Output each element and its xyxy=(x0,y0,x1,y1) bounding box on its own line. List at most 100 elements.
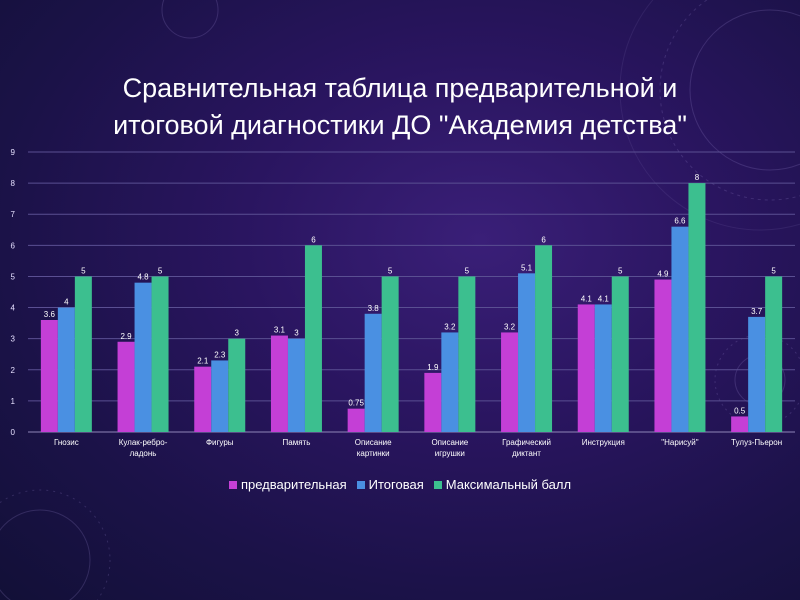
bar xyxy=(117,341,135,432)
data-label: 3.1 xyxy=(274,326,286,335)
legend-label: предварительная xyxy=(240,477,347,493)
bar xyxy=(535,245,553,432)
data-label: 3 xyxy=(235,329,240,338)
bar xyxy=(381,276,399,432)
x-tick-label: Описание игрушки xyxy=(431,438,468,458)
data-label: 6.6 xyxy=(674,217,686,226)
legend-swatch xyxy=(356,480,365,489)
y-tick-label: 7 xyxy=(11,210,16,219)
bar xyxy=(594,304,612,432)
bar xyxy=(441,332,459,432)
x-tick-label-line: картинки xyxy=(357,449,390,458)
bar xyxy=(501,332,519,432)
bar xyxy=(287,338,305,432)
x-tick-label: Гнозис xyxy=(54,438,79,447)
x-tick-label-line: Описание xyxy=(355,438,392,447)
x-tick-label-line: диктант xyxy=(512,449,541,458)
y-tick-label: 2 xyxy=(11,366,16,375)
bar xyxy=(424,372,442,432)
y-tick-label: 5 xyxy=(11,272,16,281)
data-label: 3.6 xyxy=(44,310,56,319)
bar xyxy=(577,304,595,432)
bar xyxy=(151,276,169,432)
data-label: 3.2 xyxy=(504,322,516,331)
data-label: 6 xyxy=(541,235,546,244)
x-tick-label-line: игрушки xyxy=(435,449,465,458)
data-label: 3.7 xyxy=(751,307,763,316)
x-tick-label-line: Фигуры xyxy=(206,438,234,447)
data-label: 0.5 xyxy=(734,406,746,415)
data-label: 2.1 xyxy=(197,357,209,366)
data-label: 5.1 xyxy=(521,263,533,272)
bar xyxy=(765,276,783,432)
data-label: 4.1 xyxy=(598,294,610,303)
bar xyxy=(654,279,672,432)
slide-title: Сравнительная таблица предварительной и … xyxy=(40,70,760,144)
x-tick-label-line: "Нарисуй" xyxy=(661,438,698,447)
bar-chart: 0 1 2 3 4 5 6 7 8 9 3.6 4 5 Гнозис 2.9 4.8 5 Кулак-ребро-… xyxy=(11,148,795,458)
data-label: 3.2 xyxy=(444,322,456,331)
bar xyxy=(731,416,749,432)
data-label: 2.9 xyxy=(120,332,132,341)
bar xyxy=(748,316,766,432)
data-label: 5 xyxy=(81,266,86,275)
y-tick-label: 3 xyxy=(11,335,16,344)
legend-swatch xyxy=(228,480,237,489)
y-tick-label: 0 xyxy=(11,428,16,437)
data-label: 5 xyxy=(771,266,776,275)
legend-label: Максимальный балл xyxy=(445,477,572,493)
bar xyxy=(347,408,365,432)
x-tick-label: Инструкция xyxy=(582,438,625,447)
data-label: 5 xyxy=(158,266,163,275)
bar xyxy=(671,226,689,432)
bar xyxy=(134,282,152,432)
x-tick-label-line: Гнозис xyxy=(54,438,79,447)
bar xyxy=(270,335,288,432)
data-label: 0.75 xyxy=(348,399,364,408)
x-tick-label: Описание картинки xyxy=(355,438,392,458)
data-label: 3 xyxy=(294,329,299,338)
y-tick-label: 1 xyxy=(11,397,16,406)
bar xyxy=(57,307,75,432)
title-line-2: итоговой диагностики ДО "Академия детств… xyxy=(113,110,687,140)
data-label: 8 xyxy=(695,173,700,182)
x-tick-label-line: Тулуз-Пьерон xyxy=(731,438,782,447)
x-tick-label: Фигуры xyxy=(206,438,234,447)
y-tick-label: 8 xyxy=(11,179,16,188)
data-label: 4 xyxy=(64,298,69,307)
x-tick-label: Кулак-ребро-ладонь xyxy=(119,438,168,458)
legend-label: Итоговая xyxy=(368,477,424,493)
legend-swatch xyxy=(433,480,442,489)
x-tick-label: Память xyxy=(283,438,311,447)
x-tick-label-line: Память xyxy=(283,438,311,447)
legend-item: Максимальный балл xyxy=(433,476,572,493)
data-label: 4.8 xyxy=(137,273,149,282)
data-label: 2.3 xyxy=(214,350,226,359)
bar xyxy=(518,273,536,432)
data-label: 5 xyxy=(465,266,470,275)
data-label: 6 xyxy=(311,235,316,244)
bar xyxy=(194,366,212,432)
legend-item: предварительная xyxy=(228,476,347,493)
bar xyxy=(364,313,382,432)
chart-legend: предварительная Итоговая Максимальный балл xyxy=(0,476,800,492)
data-label: 3.8 xyxy=(368,304,380,313)
bar xyxy=(304,245,322,432)
bar xyxy=(228,338,246,432)
bar xyxy=(74,276,92,432)
bar xyxy=(688,183,706,432)
data-label: 4.1 xyxy=(581,294,593,303)
bar xyxy=(611,276,629,432)
data-label: 1.9 xyxy=(427,363,439,372)
title-line-1: Сравнительная таблица предварительной и xyxy=(122,73,678,103)
bar xyxy=(211,360,229,432)
bar xyxy=(40,320,58,432)
data-label: 5 xyxy=(388,266,393,275)
x-tick-label-line: Графический xyxy=(502,438,551,447)
data-label: 4.9 xyxy=(657,270,669,279)
y-tick-label: 6 xyxy=(11,241,16,250)
x-tick-label-line: Инструкция xyxy=(582,438,625,447)
y-tick-label: 4 xyxy=(11,304,16,313)
x-tick-label: "Нарисуй" xyxy=(661,438,698,447)
data-label: 5 xyxy=(618,266,623,275)
